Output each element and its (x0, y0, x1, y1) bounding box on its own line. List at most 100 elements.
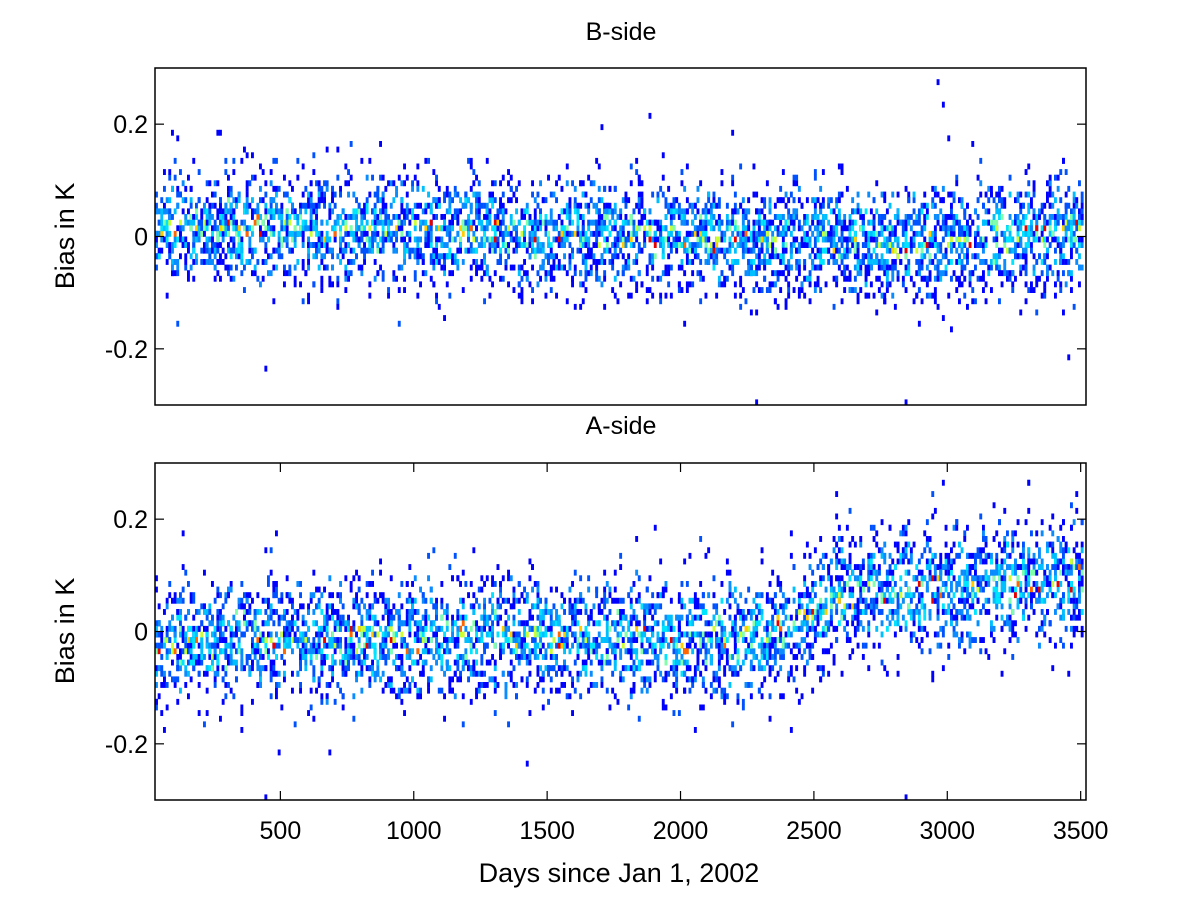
heatmap-cell (608, 259, 612, 265)
heatmap-cell (384, 659, 388, 666)
heatmap-cell (958, 225, 961, 232)
heatmap-cell (453, 259, 457, 265)
heatmap-cell (680, 287, 684, 293)
heatmap-cell (917, 259, 921, 265)
heatmap-cell (539, 275, 542, 282)
heatmap-cell (155, 586, 158, 593)
heatmap-cell (237, 197, 241, 204)
heatmap-cell (381, 191, 385, 198)
heatmap-cell (515, 208, 518, 215)
heatmap-cell (493, 270, 497, 277)
heatmap-cell (160, 219, 164, 226)
heatmap-cell (891, 270, 895, 277)
heatmap-cell (592, 180, 596, 187)
heatmap-cell (701, 275, 705, 282)
heatmap-cell (285, 236, 289, 243)
heatmap-cell (195, 654, 198, 660)
heatmap-cell (301, 259, 305, 265)
heatmap-cell (664, 236, 668, 243)
heatmap-cell (344, 242, 348, 248)
heatmap-cell (291, 670, 294, 677)
heatmap-cell (373, 259, 377, 265)
heatmap-cell (728, 219, 732, 226)
heatmap-cell (589, 180, 593, 187)
heatmap-cell (205, 236, 209, 243)
heatmap-cell (368, 642, 372, 649)
heatmap-cell (165, 637, 169, 643)
heatmap-cell (200, 654, 204, 660)
heatmap-cell (427, 236, 430, 243)
heatmap-cell (960, 242, 964, 248)
heatmap-cell (392, 275, 396, 282)
heatmap-cell (173, 625, 177, 632)
heatmap-cell (360, 625, 364, 632)
heatmap-cell (240, 648, 244, 655)
heatmap-cell (264, 230, 268, 237)
heatmap-cell (240, 631, 244, 638)
heatmap-cell (691, 208, 695, 215)
heatmap-cell (165, 242, 169, 248)
heatmap-cell (784, 247, 788, 254)
heatmap-cell (853, 219, 857, 226)
heatmap-cell (741, 242, 745, 248)
heatmap-cell (243, 665, 246, 672)
heatmap-cell (435, 197, 438, 204)
heatmap-cell (995, 202, 999, 209)
heatmap-cell (187, 275, 190, 282)
heatmap-cell (283, 236, 286, 243)
heatmap-cell (397, 320, 401, 327)
heatmap-cell (307, 648, 310, 655)
heatmap-cell (288, 219, 292, 226)
heatmap-cell (435, 242, 438, 248)
heatmap-panel-a-side: A-side 0.20-0.2 500 1000 1500 2000 2500 3000 3… (50, 412, 1108, 888)
heatmap-cell (907, 214, 911, 220)
heatmap-cell (723, 253, 727, 260)
heatmap-cell (755, 281, 759, 288)
heatmap-cell (240, 597, 244, 604)
heatmap-cell (1032, 253, 1036, 260)
heatmap-cell (1056, 242, 1060, 248)
heatmap-cell (429, 202, 433, 209)
heatmap-cell (824, 214, 828, 220)
heatmap-cell (344, 575, 348, 582)
heatmap-cell (261, 219, 265, 226)
heatmap-cell (205, 687, 209, 694)
heatmap-cell (720, 270, 724, 277)
heatmap-cell (360, 687, 364, 694)
heatmap-cell (781, 230, 785, 237)
heatmap-cell (976, 230, 980, 237)
heatmap-cell (291, 247, 294, 254)
heatmap-cell (373, 230, 377, 237)
heatmap-cell (259, 214, 262, 220)
heatmap-cell (176, 614, 180, 621)
heatmap-cell (1070, 225, 1073, 232)
heatmap-cell (200, 648, 204, 655)
heatmap-cell (552, 219, 556, 226)
heatmap-cell (784, 191, 788, 198)
heatmap-cell (792, 242, 796, 248)
heatmap-cell (920, 230, 924, 237)
heatmap-cell (493, 247, 497, 254)
heatmap-cell (339, 259, 342, 265)
heatmap-panel-b-side: B-side 0.20-0.2 Bias in K (50, 18, 1087, 406)
heatmap-cell (453, 253, 457, 260)
heatmap-cell (264, 665, 268, 672)
heatmap-cell (275, 157, 278, 164)
heatmap-cell (787, 292, 791, 299)
heatmap-cell (576, 214, 580, 220)
heatmap-cell (621, 264, 625, 271)
heatmap-cell (307, 710, 310, 716)
heatmap-cell (325, 693, 329, 700)
heatmap-cell (363, 631, 366, 638)
heatmap-cell (579, 270, 583, 277)
heatmap-cell (301, 654, 305, 660)
heatmap-cell (507, 180, 510, 187)
heatmap-cell (699, 214, 703, 220)
heatmap-cell (216, 592, 220, 599)
heatmap-cell (859, 208, 863, 215)
heatmap-cell (472, 180, 476, 187)
heatmap-cell (363, 242, 366, 248)
heatmap-cell (277, 749, 281, 756)
heatmap-cell (160, 236, 164, 243)
heatmap-cell (939, 197, 943, 204)
